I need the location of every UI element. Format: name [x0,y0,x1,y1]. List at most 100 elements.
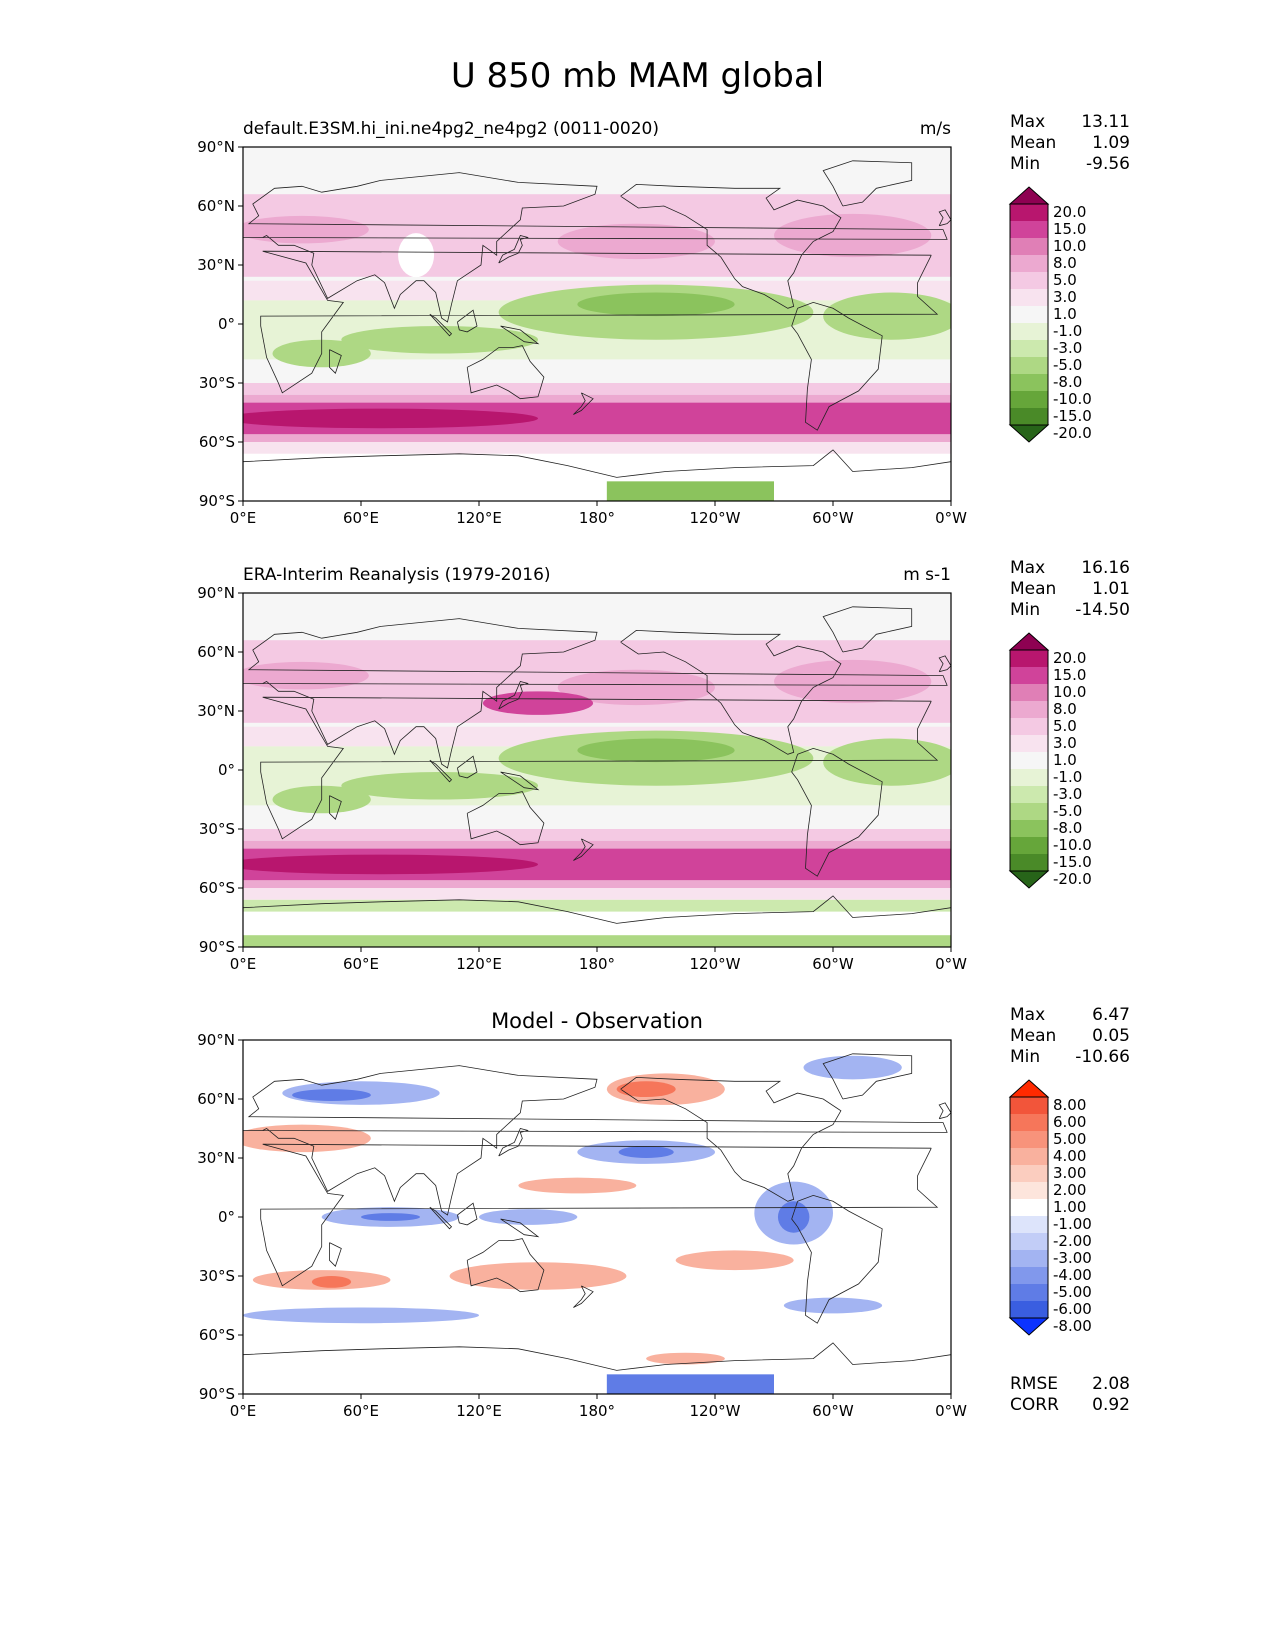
subpolar-margin [243,442,951,454]
stat-value-corr: 0.92 [1092,1395,1130,1415]
colorbar-level-label: -8.00 [1053,1317,1092,1335]
map-model [243,147,951,501]
south-pacific-positive [449,1262,627,1290]
lon-tick-label: 120°W [690,1402,741,1420]
coastlines [243,160,951,478]
stat-value-min: -14.50 [1075,600,1130,620]
atlantic-trade-winds [823,292,951,340]
colorbar-level-label: 8.00 [1053,1096,1086,1114]
lat-tick-label: 90°N [197,1031,235,1049]
colorbar-segment [1010,408,1048,425]
colorbar-segment [1010,820,1048,837]
colorbar-segment [1010,1097,1048,1114]
kuroshio-jet-core [482,691,594,715]
lat-tick-label: 60°S [199,879,235,897]
colorbar-level-label: -4.00 [1053,1266,1092,1284]
colorbar-segment [1010,272,1048,289]
stat-label-min: Min [1010,600,1040,620]
coastlines [243,606,951,924]
colorbar-level-label: 3.0 [1053,288,1077,306]
colorbar-level-label: -20.0 [1053,870,1092,888]
stat-value-mean: 1.01 [1092,579,1130,599]
colorbar-segment [1010,323,1048,340]
colorbar-frame [1009,203,1049,426]
north-pacific-jet [557,669,715,706]
stat-label-min: Min [1010,154,1040,174]
colorbar-frame [1009,1096,1049,1319]
colorbar-level-label: -8.0 [1053,819,1082,837]
missing-data-patch [398,1126,435,1171]
colorbar-segment [1010,221,1048,238]
lat-tick-label: 30°N [197,702,235,720]
colorbar-segment [1010,769,1048,786]
lon-tick-label: 0°W [935,955,967,973]
panel-left-title: default.E3SM.hi_ini.ne4pg2_ne4pg2 (0011-… [243,119,659,139]
colorbar-level-label: -10.0 [1053,836,1092,854]
southern-jet-core [243,854,538,875]
colorbar-level-label: -5.0 [1053,356,1082,374]
colorbar-segment [1010,1284,1048,1301]
stat-label-rmse: RMSE [1010,1374,1058,1394]
colorbar-level-label: 5.00 [1053,1130,1086,1148]
lon-tick-label: 60°W [812,509,854,527]
maritime-negative [479,1209,578,1225]
pacific-trade-core [577,292,735,317]
colorbar-level-label: -8.0 [1053,373,1082,391]
lat-tick-label: 60°N [197,643,235,661]
stat-label-max: Max [1010,558,1045,578]
stat-label-mean: Mean [1010,1026,1056,1046]
colorbar-level-label: -1.0 [1053,768,1082,786]
colorbar-segment [1010,1233,1048,1250]
colorbar-frame [1009,649,1049,872]
colorbar-segment [1010,837,1048,854]
mediterranean-positive [243,1124,371,1153]
indian-trade-winds [341,771,538,800]
lat-tick-label: 90°S [199,492,235,510]
colorbar-segment [1010,1182,1048,1199]
colorbar-level-label: 1.0 [1053,305,1077,323]
north-pacific-jet [557,223,715,260]
colorbar-level-label: 1.00 [1053,1198,1086,1216]
panel-units: m s-1 [903,565,951,585]
colorbar-level-label: 15.0 [1053,220,1086,238]
colorbar-segment [1010,1250,1048,1267]
colorbar-segment [1010,1267,1048,1284]
stat-value-rmse: 2.08 [1092,1374,1130,1394]
colorbar-segment [1010,340,1048,357]
lon-tick-label: 0°W [935,509,967,527]
panel-diff: 90°N 60°N 30°N 0° 30°S 60°S 90°S0°E 60°E 120°E 18… [197,1005,1130,1420]
antarctic-background [243,453,951,501]
lat-tick-label: 90°S [199,938,235,956]
colorbar-segment [1010,1301,1048,1318]
lat-tick-label: 90°N [197,584,235,602]
tropical-pacific-positive [518,1177,637,1194]
lat-tick-label: 60°S [199,1326,235,1344]
colorbar-segment [1010,718,1048,735]
europe-jet [243,661,369,690]
southern-jet-core [243,408,538,429]
colorbar-segment [1010,255,1048,272]
lon-tick-label: 120°E [456,955,502,973]
polar-easterlies [243,935,951,947]
colorbar-level-label: 8.0 [1053,254,1077,272]
lon-tick-label: 120°E [456,509,502,527]
lat-tick-label: 30°S [199,1267,235,1285]
colorbar-level-label: 2.00 [1053,1181,1086,1199]
colorbar-level-label: 20.0 [1053,203,1086,221]
colorbar-segment [1010,238,1048,255]
panel-center-title: Model - Observation [491,1009,703,1033]
lon-tick-label: 0°W [935,1402,967,1420]
colorbar-segment [1010,701,1048,718]
lon-tick-label: 60°E [343,509,379,527]
antarctic-easterlies [243,899,951,912]
lat-tick-label: 30°S [199,374,235,392]
colorbar-segment [1010,306,1048,323]
panel-units: m/s [920,119,951,139]
panel-left-title: ERA-Interim Reanalysis (1979-2016) [243,565,551,585]
colorbar-segment [1010,854,1048,871]
colorbar-level-label: 5.0 [1053,717,1077,735]
lat-tick-label: 60°N [197,197,235,215]
stat-label-corr: CORR [1010,1395,1059,1415]
north-atlantic-jet [774,213,932,258]
